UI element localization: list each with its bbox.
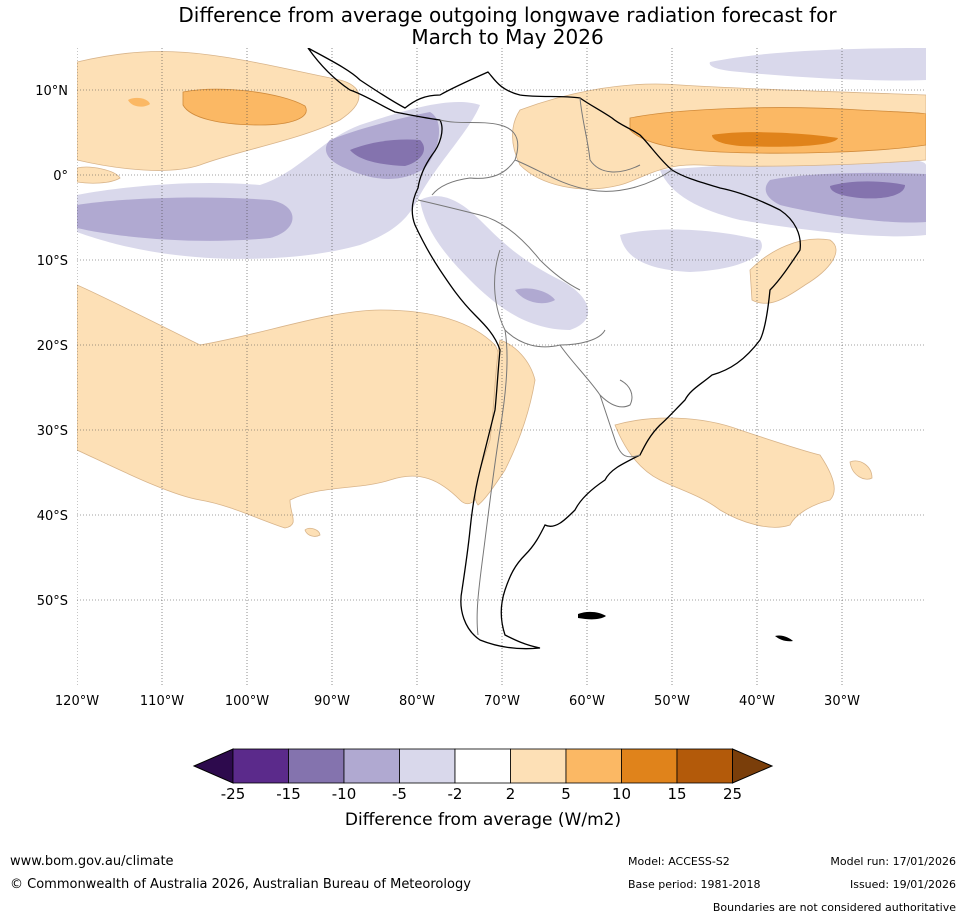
colorbar-segment: [399, 748, 456, 784]
lon-label: 50°W: [654, 694, 690, 709]
colorbar-tick-label: -15: [276, 785, 301, 803]
gridlines: [77, 48, 926, 685]
title-line-2: March to May 2026: [411, 25, 604, 49]
positive-anomaly-region: [712, 132, 838, 147]
lat-label: 10°N: [35, 84, 68, 99]
colorbar-segment: [565, 748, 622, 784]
lon-label: 80°W: [399, 694, 435, 709]
colorbar-segment: [676, 748, 733, 784]
negative-anomaly-region: [350, 139, 425, 166]
lon-label: 90°W: [314, 694, 350, 709]
footer-copyright: © Commonwealth of Australia 2026, Austra…: [10, 877, 471, 892]
footer-base-period: Base period: 1981-2018: [628, 878, 760, 891]
colorbar-tick-label: -25: [221, 785, 246, 803]
positive-anomaly-region: [614, 417, 835, 528]
lat-label: 40°S: [37, 509, 68, 524]
south-georgia: [775, 635, 793, 642]
footer-disclaimer: Boundaries are not considered authoritat…: [713, 901, 956, 914]
colorbar-tick-label: 5: [561, 785, 571, 803]
colorbar-tick-label: -5: [392, 785, 407, 803]
lat-label: 50°S: [37, 594, 68, 609]
lon-label: 120°W: [55, 694, 99, 709]
colorbar-extend-high: [732, 748, 774, 784]
colorbar-tick-label: 25: [723, 785, 742, 803]
south-america-coastline: [307, 48, 801, 650]
lat-labels: 10°N 0° 10°S 20°S 30°S 40°S 50°S: [35, 84, 68, 609]
lon-label: 60°W: [569, 694, 605, 709]
lon-label: 110°W: [140, 694, 184, 709]
colorbar-extend-low: [192, 748, 234, 784]
negative-anomaly-region: [709, 48, 926, 81]
colorbar-ticks: -25 -15 -10 -5 -2 2 5 10 15 25: [221, 785, 742, 803]
colorbar-tick-label: 10: [612, 785, 631, 803]
positive-anomaly-region: [749, 238, 837, 304]
map-title: Difference from average outgoing longwav…: [0, 4, 965, 48]
negative-anomaly-region: [515, 288, 555, 304]
negative-anomaly-region: [420, 196, 589, 330]
colorbar: [192, 748, 774, 784]
colorbar-segment: [621, 748, 678, 784]
lon-label: 70°W: [484, 694, 520, 709]
lat-label: 0°: [53, 169, 68, 184]
negative-anomaly-region: [830, 181, 905, 199]
colorbar-tick-label: 15: [667, 785, 686, 803]
anomaly-field: [77, 48, 926, 685]
falkland-islands: [578, 611, 606, 620]
lat-label: 30°S: [37, 424, 68, 439]
lon-label: 30°W: [824, 694, 860, 709]
positive-anomaly-region: [629, 107, 926, 154]
positive-anomaly-region: [77, 284, 501, 529]
lat-label: 10°S: [37, 254, 68, 269]
positive-anomaly-region: [849, 460, 873, 480]
positive-anomaly-region: [128, 97, 150, 107]
negative-anomaly-region: [620, 229, 762, 272]
footer-model-run: Model run: 17/01/2026: [830, 855, 956, 868]
colorbar-segment: [232, 748, 289, 784]
footer-issued: Issued: 19/01/2026: [850, 878, 956, 891]
footer-model: Model: ACCESS-S2: [628, 855, 730, 868]
lon-label: 40°W: [739, 694, 775, 709]
footer-url: www.bom.gov.au/climate: [10, 854, 174, 869]
positive-anomaly-region: [474, 339, 536, 506]
colorbar-label: Difference from average (W/m2): [345, 810, 621, 830]
lon-label: 100°W: [225, 694, 269, 709]
country-borders: [417, 97, 673, 636]
colorbar-tick-label: 2: [506, 785, 516, 803]
positive-anomaly-region: [182, 88, 307, 126]
colorbar-tick-label: -2: [448, 785, 463, 803]
colorbar-segment: [288, 748, 345, 784]
lon-labels: 120°W 110°W 100°W 90°W 80°W 70°W 60°W 50…: [55, 694, 860, 709]
colorbar-segment: [454, 748, 511, 784]
title-line-1: Difference from average outgoing longwav…: [178, 3, 837, 27]
colorbar-tick-label: -10: [332, 785, 357, 803]
lat-label: 20°S: [37, 339, 68, 354]
negative-anomaly-region: [77, 197, 293, 241]
colorbar-segment: [510, 748, 567, 784]
positive-anomaly-region: [304, 527, 321, 537]
colorbar-segment: [343, 748, 400, 784]
